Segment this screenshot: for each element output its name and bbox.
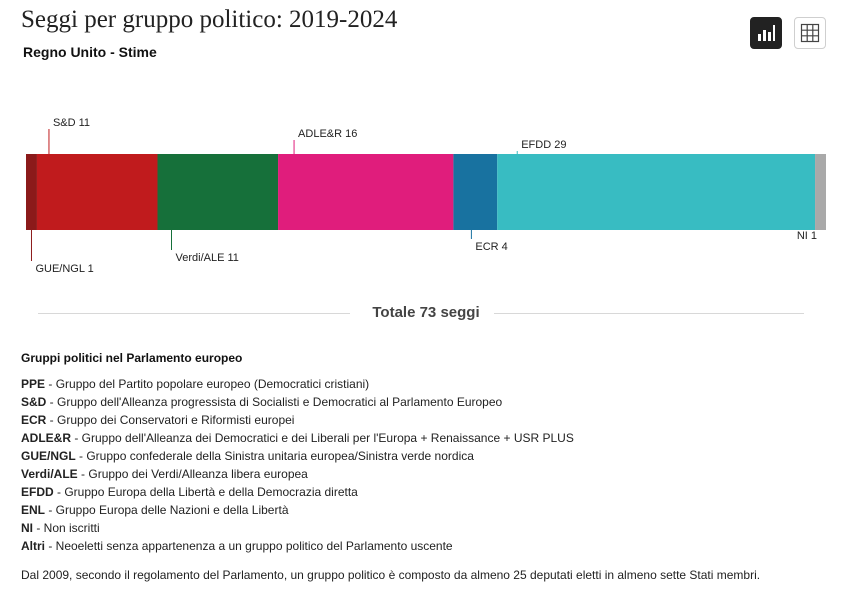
bar-chart-icon [758, 25, 775, 41]
legend-desc: Gruppo dell'Alleanza dei Democratici e d… [81, 431, 574, 445]
chart-title: Seggi per gruppo politico: 2019-2024 [21, 6, 398, 33]
legend-desc: Neoeletti senza appartenenza a un gruppo… [55, 539, 453, 553]
legend-abbr: EFDD [21, 485, 54, 499]
legend-abbr: PPE [21, 377, 46, 391]
legend-item: NI - Non iscritti [21, 521, 100, 535]
legend-desc: Gruppo del Partito popolare europeo (Dem… [55, 377, 370, 391]
legend-item: ENL - Gruppo Europa delle Nazioni e dell… [21, 503, 289, 517]
bar-segment [36, 154, 158, 230]
legend-item: GUE/NGL - Gruppo confederale della Sinis… [21, 449, 474, 463]
legend-desc: Non iscritti [43, 521, 100, 535]
chart-view-button[interactable] [750, 17, 782, 49]
legend-abbr: S&D [21, 395, 47, 409]
legend-item: S&D - Gruppo dell'Alleanza progressista … [21, 395, 503, 409]
legend-item: Altri - Neoeletti senza appartenenza a u… [21, 539, 453, 553]
seat-bar-chart: GUE/NGL 1 S&D 11 Verdi/ALE 11 ADLE&R 16 ECR … [26, 117, 826, 275]
legend-abbr: NI [21, 521, 33, 535]
segment-label: EFDD 29 [521, 139, 566, 151]
legend-desc: Gruppo dei Conservatori e Riformisti eur… [57, 413, 295, 427]
legend-abbr: Verdi/ALE [21, 467, 78, 481]
bar-segment [453, 154, 498, 230]
table-grid-icon [800, 23, 820, 43]
legend-desc: Gruppo dell'Alleanza progressista di Soc… [57, 395, 503, 409]
segment-label: ECR 4 [475, 241, 507, 253]
footnote: Dal 2009, secondo il regolamento del Par… [21, 568, 761, 582]
legend-desc: Gruppo confederale della Sinistra unitar… [86, 449, 474, 463]
legend-abbr: ECR [21, 413, 47, 427]
table-view-button[interactable] [794, 17, 826, 49]
bar-segment [26, 154, 37, 230]
total-seats: Totale 73 seggi [0, 304, 853, 324]
legend-desc: Gruppo dei Verdi/Alleanza libera europea [88, 467, 308, 481]
total-divider-left [38, 313, 350, 314]
legend-desc: Gruppo Europa della Libertà e della Demo… [64, 485, 358, 499]
total-label: Totale 73 seggi [372, 304, 480, 321]
segment-label: GUE/NGL 1 [35, 263, 93, 275]
legend-abbr: Altri [21, 539, 45, 553]
legend-list: PPE - Gruppo del Partito popolare europe… [21, 377, 574, 557]
legend-abbr: ENL [21, 503, 45, 517]
segment-label: S&D 11 [53, 117, 90, 129]
segment-label: ADLE&R 16 [298, 128, 357, 140]
legend-item: EFDD - Gruppo Europa della Libertà e del… [21, 485, 358, 499]
legend-item: PPE - Gruppo del Partito popolare europe… [21, 377, 370, 391]
segment-label: Verdi/ALE 11 [176, 252, 239, 264]
legend-item: Verdi/ALE - Gruppo dei Verdi/Alleanza li… [21, 467, 308, 481]
legend-title: Gruppi politici nel Parlamento europeo [21, 351, 243, 365]
chart-subtitle: Regno Unito - Stime [23, 44, 157, 60]
legend-item: ECR - Gruppo dei Conservatori e Riformis… [21, 413, 295, 427]
legend-desc: Gruppo Europa delle Nazioni e della Libe… [55, 503, 289, 517]
bar-segment [157, 154, 279, 230]
bar-segment [815, 154, 826, 230]
bar-segment [278, 154, 454, 230]
legend-abbr: ADLE&R [21, 431, 71, 445]
legend-item: ADLE&R - Gruppo dell'Alleanza dei Democr… [21, 431, 574, 445]
total-divider-right [494, 313, 804, 314]
legend-abbr: GUE/NGL [21, 449, 76, 463]
segment-label: NI 1 [797, 230, 817, 242]
bar-segment [497, 154, 816, 230]
